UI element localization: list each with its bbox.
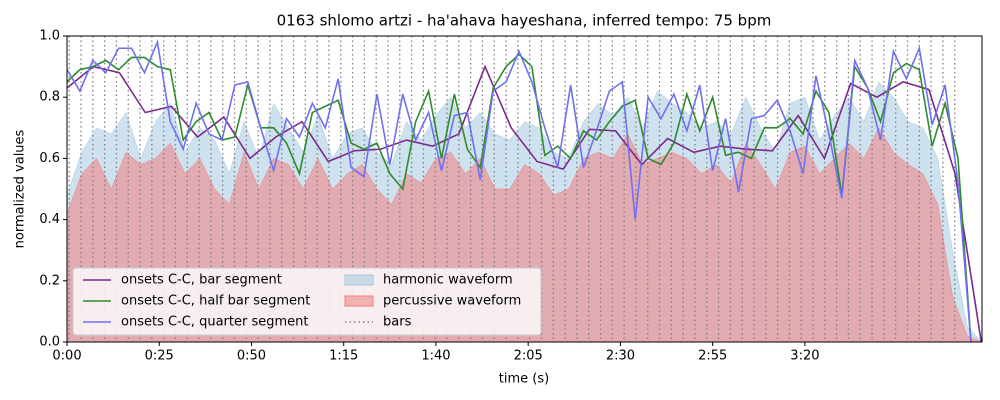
legend-label: onsets C-C, quarter segment [121, 315, 308, 330]
legend-label: onsets C-C, bar segment [121, 273, 282, 288]
x-axis-label: time (s) [499, 372, 549, 387]
legend-label: percussive waveform [383, 294, 521, 309]
chart-title: 0163 shlomo artzi - ha'ahava hayeshana, … [277, 12, 772, 30]
y-tick-label: 0.4 [39, 212, 60, 227]
x-tick-label: 1:15 [329, 349, 358, 364]
y-axis-label: normalized values [13, 129, 28, 248]
y-tick-label: 0.2 [39, 273, 60, 288]
legend-box [72, 267, 542, 336]
x-tick-label: 2:30 [606, 349, 635, 364]
y-tick-label: 0.8 [39, 90, 60, 105]
x-tick-label: 2:55 [698, 349, 727, 364]
x-tick-label: 1:40 [421, 349, 450, 364]
legend-label: harmonic waveform [383, 273, 513, 288]
x-tick-label: 3:20 [790, 349, 819, 364]
y-tick-label: 1.0 [39, 29, 60, 44]
x-tick-label: 0:00 [52, 349, 81, 364]
plot-frame [66, 35, 983, 343]
line [67, 39, 972, 342]
legend-handle [344, 295, 374, 307]
x-tick-label: 2:05 [514, 349, 543, 364]
x-tick-label: 0:50 [237, 349, 266, 364]
legend-label: bars [383, 315, 412, 330]
y-tick-label: 0.0 [39, 335, 60, 350]
legend-label: onsets C-C, half bar segment [121, 294, 310, 309]
line [67, 64, 982, 342]
legend-handle [344, 274, 374, 286]
x-tick-label: 0:25 [145, 349, 174, 364]
y-tick-label: 0.6 [39, 151, 60, 166]
